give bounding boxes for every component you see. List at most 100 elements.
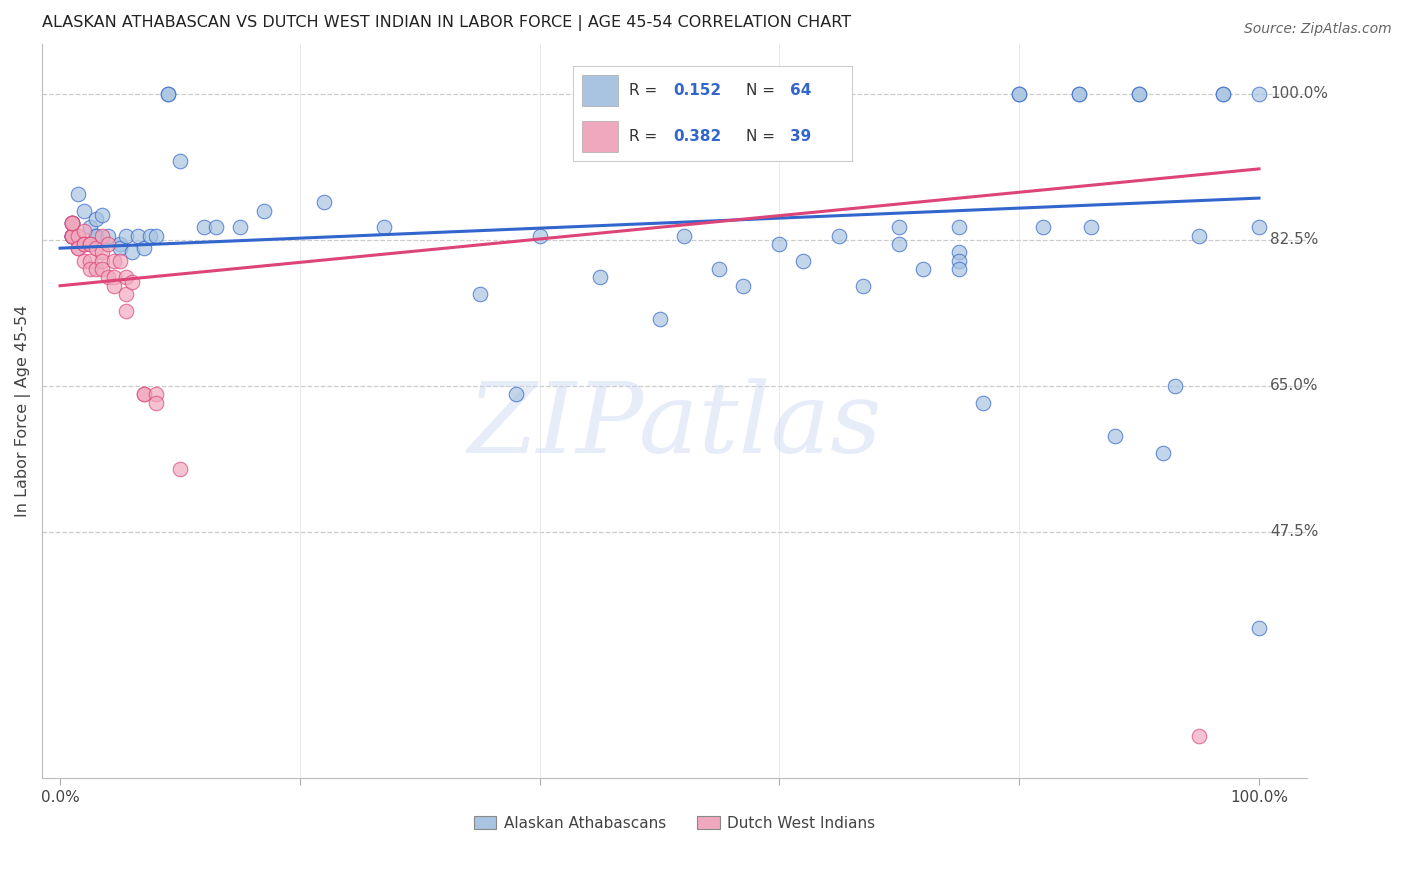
Point [156, 87, 179, 101]
Point [115, 303, 138, 318]
Point [1212, 87, 1234, 101]
Point [108, 241, 131, 255]
Point [312, 195, 335, 210]
Point [889, 220, 911, 235]
Point [60, 228, 83, 243]
Text: 100.0%: 100.0% [1270, 87, 1329, 102]
Point [709, 262, 731, 277]
Point [139, 228, 162, 243]
Text: ALASKAN ATHABASCAN VS DUTCH WEST INDIAN IN LABOR FORCE | AGE 45-54 CORRELATION C: ALASKAN ATHABASCAN VS DUTCH WEST INDIAN … [42, 15, 851, 31]
Point [84, 211, 107, 226]
Point [156, 87, 179, 101]
Point [733, 278, 755, 293]
Point [169, 462, 191, 476]
Point [115, 228, 138, 243]
Point [1008, 87, 1031, 101]
Point [1008, 87, 1031, 101]
Point [1080, 220, 1102, 235]
Point [912, 262, 935, 277]
Text: Source: ZipAtlas.com: Source: ZipAtlas.com [1244, 22, 1392, 37]
Text: 82.5%: 82.5% [1270, 232, 1319, 247]
Point [828, 228, 851, 243]
Point [132, 241, 155, 255]
Point [73, 253, 96, 268]
Point [468, 287, 491, 301]
Point [67, 228, 90, 243]
Point [97, 228, 120, 243]
Point [84, 228, 107, 243]
Point [1212, 87, 1234, 101]
Point [121, 245, 143, 260]
Point [1128, 87, 1150, 101]
Point [84, 241, 107, 255]
Point [948, 253, 970, 268]
Point [229, 220, 252, 235]
Point [60, 216, 83, 230]
Point [1188, 228, 1211, 243]
Point [67, 241, 90, 255]
Point [60, 216, 83, 230]
Text: 47.5%: 47.5% [1270, 524, 1319, 540]
Point [253, 203, 276, 218]
Text: ZIPatlas: ZIPatlas [467, 378, 882, 474]
Point [73, 237, 96, 252]
Point [79, 220, 101, 235]
Point [373, 220, 395, 235]
Point [60, 228, 83, 243]
Point [60, 228, 83, 243]
Point [768, 237, 790, 252]
Point [948, 262, 970, 277]
Point [60, 228, 83, 243]
Point [108, 237, 131, 252]
Point [73, 203, 96, 218]
Point [145, 228, 167, 243]
Point [889, 237, 911, 252]
Point [103, 278, 125, 293]
Point [60, 228, 83, 243]
Point [60, 216, 83, 230]
Point [1247, 621, 1270, 635]
Point [115, 287, 138, 301]
Point [115, 270, 138, 285]
Point [1104, 429, 1126, 443]
Point [60, 228, 83, 243]
Point [145, 395, 167, 409]
Point [108, 253, 131, 268]
Point [1152, 445, 1174, 459]
Point [1069, 87, 1091, 101]
Point [132, 387, 155, 401]
Point [948, 245, 970, 260]
Point [648, 312, 671, 326]
Point [103, 253, 125, 268]
Point [948, 220, 970, 235]
Point [127, 228, 149, 243]
Point [852, 278, 875, 293]
Point [1188, 730, 1211, 744]
Point [73, 237, 96, 252]
Point [169, 153, 191, 168]
Point [67, 186, 90, 201]
Point [60, 228, 83, 243]
Point [1032, 220, 1054, 235]
Point [79, 262, 101, 277]
Point [1164, 379, 1187, 393]
Point [103, 270, 125, 285]
Point [505, 387, 527, 401]
Text: 65.0%: 65.0% [1270, 378, 1319, 393]
Point [91, 228, 114, 243]
Point [79, 237, 101, 252]
Point [97, 270, 120, 285]
Y-axis label: In Labor Force | Age 45-54: In Labor Force | Age 45-54 [15, 305, 31, 517]
Point [79, 237, 101, 252]
Point [121, 275, 143, 289]
Point [79, 253, 101, 268]
Point [91, 262, 114, 277]
Point [73, 225, 96, 239]
Point [205, 220, 228, 235]
Point [132, 387, 155, 401]
Point [60, 216, 83, 230]
Point [91, 208, 114, 222]
Point [91, 253, 114, 268]
Point [67, 241, 90, 255]
Point [792, 253, 814, 268]
